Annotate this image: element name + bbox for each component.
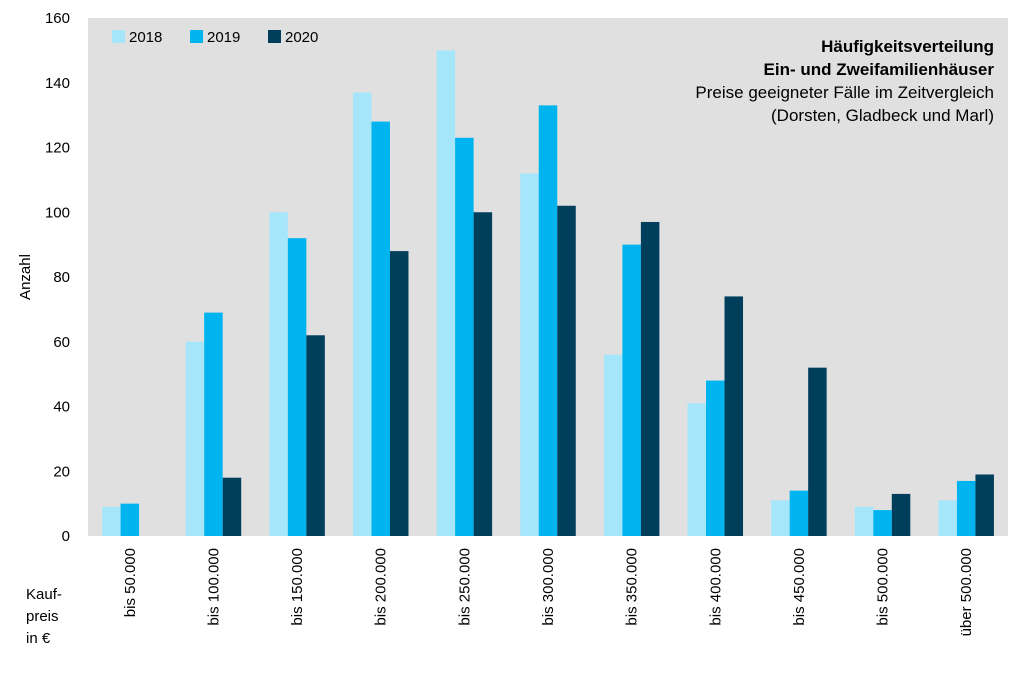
y-tick-label: 40 [53, 399, 70, 416]
bar-2018-2 [269, 212, 288, 536]
legend-label: 2018 [129, 29, 162, 46]
y-tick-label: 20 [53, 463, 70, 480]
bar-2019-5 [538, 105, 558, 536]
bar-2019-10 [956, 480, 976, 536]
bar-2018-5 [520, 173, 539, 536]
legend-swatch-2020 [268, 30, 281, 43]
x-axis-label-line: Kauf- [26, 586, 62, 603]
y-tick-label: 80 [53, 269, 70, 286]
bar-2018-1 [185, 341, 205, 536]
bar-2019-9 [873, 510, 892, 536]
bar-2018-9 [854, 506, 874, 536]
bar-2020-5 [557, 205, 576, 536]
y-axis-ticks: 0 20 40 60 80 100 120 140 160 [45, 10, 70, 545]
bar-2019-1 [204, 312, 223, 536]
y-tick-label: 160 [45, 10, 70, 27]
bar-2018-6 [603, 354, 623, 536]
bar-2018-3 [352, 92, 372, 537]
bar-2018-7 [687, 403, 707, 536]
x-tick-label: bis 450.000 [791, 548, 808, 626]
x-tick-label: bis 300.000 [540, 548, 557, 626]
bar-2020-3 [389, 251, 409, 536]
bar-2018-4 [436, 50, 456, 536]
chart-note-line-1: Preise geeigneter Fälle im Zeitvergleich [695, 83, 994, 102]
chart-note-line-2: (Dorsten, Gladbeck und Marl) [771, 106, 994, 125]
bar-2019-3 [371, 121, 390, 536]
x-tick-label: bis 500.000 [875, 548, 892, 626]
bar-2019-0 [120, 503, 140, 536]
bar-2018-10 [938, 500, 957, 536]
x-axis-label-line: in € [26, 630, 51, 647]
bar-2019-2 [287, 238, 307, 536]
bar-2019-4 [455, 137, 474, 536]
legend-swatch-2019 [190, 30, 203, 43]
y-tick-label: 100 [45, 204, 70, 221]
bar-2020-8 [808, 367, 827, 536]
x-tick-label: bis 400.000 [707, 548, 724, 626]
bar-2020-7 [724, 296, 744, 536]
bar-2018-0 [102, 506, 121, 536]
bar-2019-6 [622, 244, 641, 536]
bar-2020-9 [891, 493, 911, 536]
bar-2019-8 [789, 490, 809, 536]
bar-2020-6 [640, 221, 660, 536]
legend-swatch-2018 [112, 30, 125, 43]
x-tick-label: bis 150.000 [289, 548, 306, 626]
x-axis-label-line: preis [26, 608, 59, 625]
legend-label: 2020 [285, 29, 318, 46]
bar-2020-10 [975, 474, 994, 536]
bar-2020-1 [222, 477, 242, 536]
x-tick-label: bis 50.000 [122, 548, 139, 617]
bar-2018-8 [771, 500, 790, 536]
x-axis-ticks: bis 50.000 bis 100.000 bis 150.000 bis 200.… [122, 548, 975, 636]
y-axis-label: Anzahl [17, 254, 34, 300]
bars [102, 50, 994, 537]
y-tick-label: 0 [62, 528, 70, 545]
bar-2020-4 [473, 212, 493, 536]
chart-subtitle: Ein- und Zweifamilienhäuser [763, 60, 994, 79]
legend: 2018 2019 2020 [112, 29, 318, 46]
chart-title: Häufigkeitsverteilung [821, 37, 994, 56]
x-tick-label: bis 200.000 [373, 548, 390, 626]
bar-2019-7 [706, 380, 725, 536]
legend-label: 2019 [207, 29, 240, 46]
chart-title-block: Häufigkeitsverteilung Ein- und Zweifamil… [695, 35, 994, 127]
x-axis-label: Kauf- preis in € [26, 584, 62, 650]
x-tick-label: bis 250.000 [456, 548, 473, 626]
x-tick-label: über 500.000 [958, 548, 975, 636]
bar-2020-2 [306, 335, 325, 536]
x-tick-label: bis 350.000 [624, 548, 641, 626]
x-tick-label: bis 100.000 [205, 548, 222, 626]
y-tick-label: 140 [45, 75, 70, 92]
y-tick-label: 120 [45, 140, 70, 157]
y-tick-label: 60 [53, 334, 70, 351]
